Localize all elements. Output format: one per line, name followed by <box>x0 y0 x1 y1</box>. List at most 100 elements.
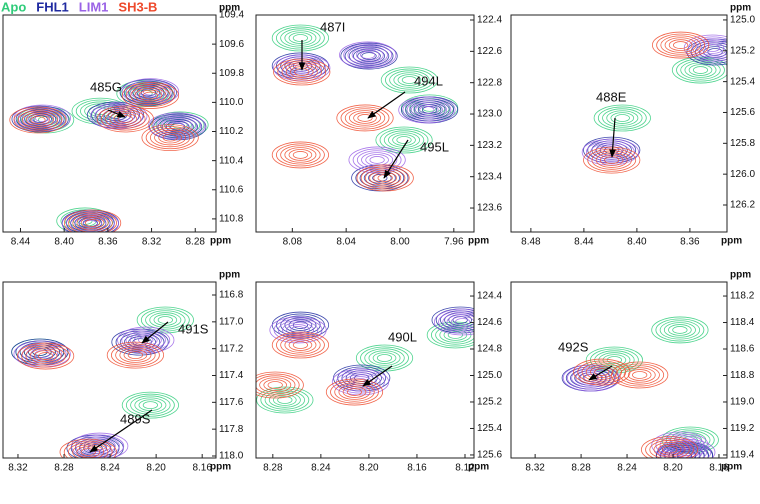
contour-ring <box>668 39 693 51</box>
panel: 125.0 125.2 125.4 125.6 125.8 126.0 126.2 8.48 8… <box>510 3 755 248</box>
contour-ring <box>594 368 610 376</box>
peak <box>331 368 390 396</box>
y-tick-label: 117.2 <box>219 343 244 354</box>
peak <box>380 66 439 94</box>
contour-ring <box>115 345 156 365</box>
y-tick-label: 117.8 <box>219 424 244 435</box>
x-tick-label: 8.36 <box>98 237 118 248</box>
contour-ring <box>76 215 109 231</box>
contour-ring <box>409 98 450 118</box>
contour-ring <box>17 110 59 130</box>
y-axis-label: ppm <box>730 270 751 281</box>
x-tick-label: 8.32 <box>8 463 28 474</box>
contour-ring <box>157 316 173 324</box>
contour-ring <box>696 40 727 56</box>
contour-ring <box>82 220 98 228</box>
contour-ring <box>91 103 140 127</box>
contour-ring <box>438 310 474 334</box>
contour-ring <box>376 354 393 362</box>
contour-ring <box>343 43 393 67</box>
contour-ring <box>661 445 678 454</box>
contour-ring <box>632 371 648 379</box>
x-tick-label: 8.40 <box>627 237 647 248</box>
contour-ring <box>78 218 103 230</box>
contour-ring <box>292 341 309 349</box>
y-tick-label: 123.0 <box>477 109 502 120</box>
x-tick-label: 8.36 <box>680 237 700 248</box>
peak <box>141 124 199 152</box>
contour-ring <box>672 326 688 334</box>
frame <box>255 281 475 459</box>
contour-ring <box>284 147 317 163</box>
legend: Apo FHL1 LIM1 SH3-B <box>1 0 157 14</box>
contour-ring <box>666 442 707 458</box>
contour-ring <box>611 361 669 389</box>
panel: 118.2 118.4 118.6 118.8 119.0 119.2 119.4 8.32 8… <box>510 270 755 474</box>
contour-ring <box>344 108 386 128</box>
contour-ring <box>614 114 630 122</box>
y-tick-label: 125.0 <box>730 15 755 26</box>
y-tick-label: 124.6 <box>477 317 502 328</box>
contour-ring <box>587 148 637 172</box>
contour-ring <box>651 431 709 458</box>
contour-ring <box>602 354 627 366</box>
contours <box>9 78 209 232</box>
x-tick-label: 8.24 <box>617 463 637 474</box>
x-tick-label: 8.32 <box>525 463 545 474</box>
peak <box>355 344 414 372</box>
y-tick-label: 118.8 <box>730 370 755 381</box>
contour-ring <box>360 346 409 370</box>
y-tick-label: 109.6 <box>219 39 244 50</box>
contour-ring <box>9 106 67 134</box>
peak <box>356 164 414 192</box>
contour-ring <box>121 328 171 352</box>
y-tick-label: 118.2 <box>730 291 755 302</box>
contour-ring <box>330 380 379 404</box>
contour-ring <box>124 334 157 350</box>
x-tick-label: 8.24 <box>100 463 120 474</box>
y-axis-label: ppm <box>219 270 240 281</box>
contour-ring <box>589 366 614 378</box>
contour-ring <box>94 104 144 128</box>
contour-ring <box>15 107 65 131</box>
contour-ring <box>138 89 163 102</box>
contour-ring <box>348 146 406 174</box>
contour-ring <box>581 362 622 382</box>
contour-ring <box>127 351 144 360</box>
contour-ring <box>256 375 296 395</box>
contour-ring <box>19 109 61 129</box>
contour-ring <box>276 333 325 357</box>
contour-ring <box>645 438 694 458</box>
contour-ring <box>684 62 717 78</box>
contour-ring <box>280 335 321 355</box>
contour-ring <box>65 212 115 232</box>
panel: 109.4 109.6 109.8 110.0 110.2 110.4 110.6 110.8… <box>2 3 244 248</box>
contour-ring <box>421 106 438 114</box>
y-tick-label: 109.8 <box>219 68 244 79</box>
panel: 124.4 124.6 124.8 125.0 125.2 125.4 125.6 8.28 8… <box>255 281 502 474</box>
contour-ring <box>149 113 207 141</box>
contours <box>561 316 719 458</box>
contour-ring <box>128 82 169 103</box>
contour-ring <box>583 146 641 174</box>
peak <box>336 104 394 132</box>
contour-ring <box>671 56 727 84</box>
y-tick-label: 125.4 <box>730 76 755 87</box>
x-tick-label: 8.48 <box>521 237 541 248</box>
x-tick-label: 8.04 <box>336 237 356 248</box>
contour-ring <box>597 106 647 130</box>
contour-ring <box>676 58 725 82</box>
contour-ring <box>290 326 306 334</box>
contour-ring <box>346 388 363 396</box>
peak <box>340 42 398 70</box>
contour-ring <box>130 85 171 106</box>
contour-ring <box>668 324 692 336</box>
contour-ring <box>292 34 309 42</box>
contour-ring <box>656 33 706 57</box>
peak <box>119 79 177 106</box>
x-axis-label: ppm <box>468 236 489 247</box>
frame <box>255 14 475 233</box>
contour-ring <box>585 346 644 374</box>
contour-ring <box>660 35 701 55</box>
y-tick-label: 126.2 <box>730 200 755 211</box>
